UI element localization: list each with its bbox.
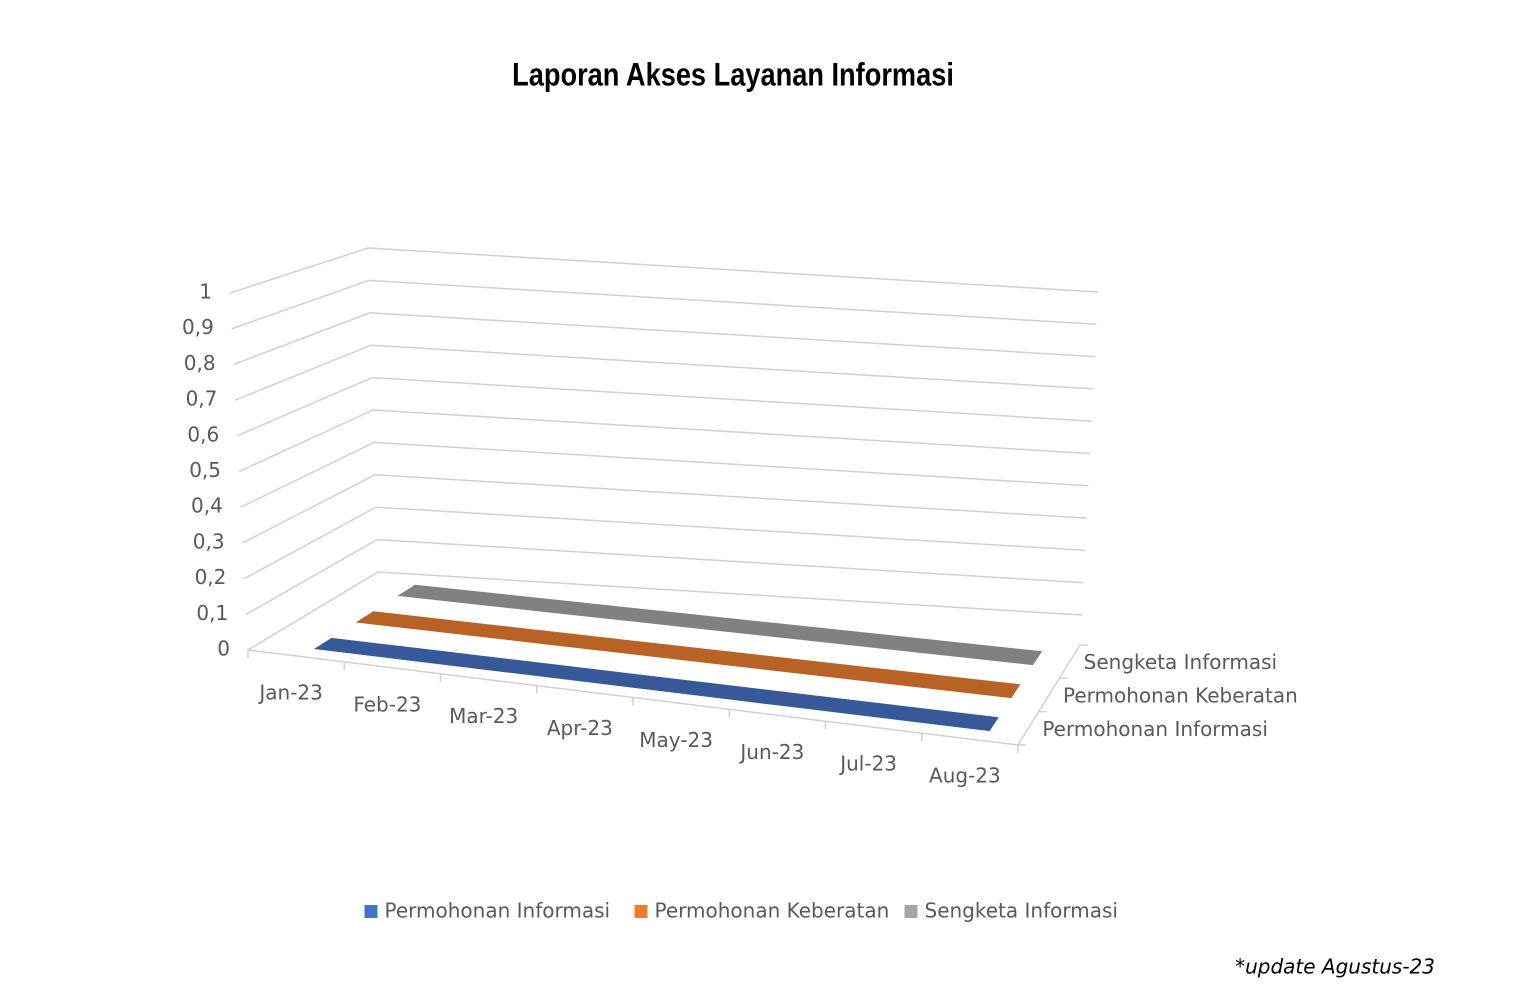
y-tick-label: 0,8 <box>184 351 216 375</box>
series-ribbon <box>397 584 1043 666</box>
y-tick-label: 0,7 <box>186 387 218 411</box>
legend-swatch <box>904 905 918 918</box>
x-tick-label: Jul-23 <box>838 752 897 776</box>
legend-label: Permohonan Informasi <box>385 899 611 923</box>
x-tick-label: Jun-23 <box>738 740 804 764</box>
y-tick-label: 0,9 <box>182 315 214 339</box>
y-tick-label: 0,2 <box>195 565 227 589</box>
grid-line <box>229 247 1099 294</box>
grid-line <box>240 441 1089 508</box>
x-tick-label: Aug-23 <box>929 764 1001 788</box>
grid-line <box>231 279 1097 330</box>
grid-line <box>235 344 1094 401</box>
grid-line <box>238 409 1091 473</box>
series-ribbon <box>355 611 1021 699</box>
x-tick-label: Feb-23 <box>353 692 421 716</box>
depth-label: Sengketa Informasi <box>1084 650 1277 674</box>
x-tick-label: May-23 <box>639 728 713 752</box>
legend-swatch <box>364 905 378 918</box>
grid-line <box>242 474 1087 544</box>
y-tick-label: 1 <box>199 280 212 304</box>
y-tick-label: 0,5 <box>189 458 221 482</box>
y-tick-label: 0,1 <box>196 601 228 625</box>
series-ribbon <box>314 637 999 732</box>
legend-label: Sengketa Informasi <box>925 899 1118 923</box>
y-tick-label: 0 <box>217 637 230 661</box>
legend-label: Permohonan Keberatan <box>655 899 890 923</box>
grid-line <box>245 538 1084 615</box>
x-tick-label: Jan-23 <box>257 680 323 704</box>
chart-title: Laporan Akses Layanan Informasi <box>512 57 954 93</box>
x-tick-label: Mar-23 <box>449 704 518 728</box>
x-tick-label: Apr-23 <box>547 716 613 740</box>
grid-line <box>244 506 1086 580</box>
depth-label: Permohonan Keberatan <box>1063 684 1298 708</box>
y-tick-label: 0,6 <box>187 422 219 446</box>
grid-line <box>247 571 1083 651</box>
y-tick-label: 0,3 <box>193 529 225 553</box>
y-tick-label: 0,4 <box>191 494 223 518</box>
legend-swatch <box>634 905 648 918</box>
grid-line <box>236 376 1092 437</box>
grid-line <box>233 312 1095 366</box>
depth-label: Permohonan Informasi <box>1042 717 1268 741</box>
annotation: *update Agustus-23 <box>1235 955 1435 979</box>
